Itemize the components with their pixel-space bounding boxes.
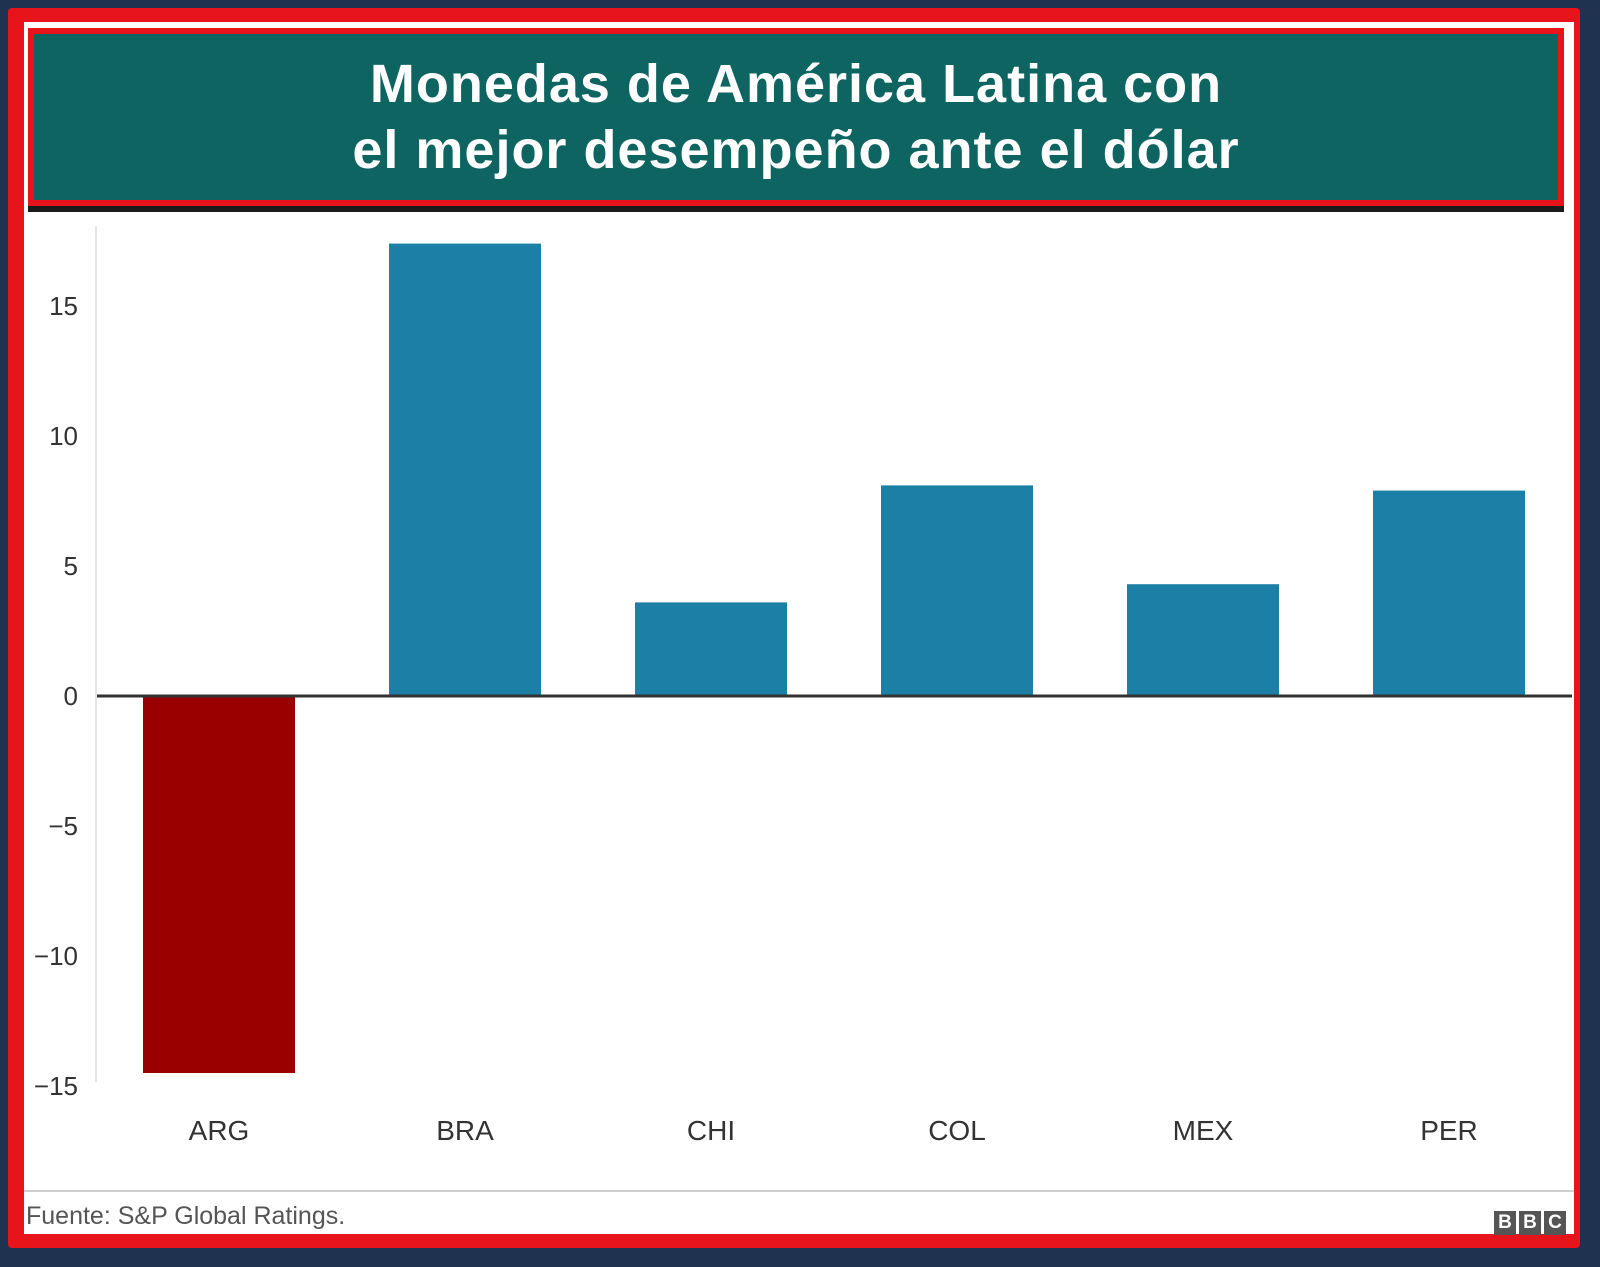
x-tick-label: CHI: [687, 1115, 735, 1146]
x-tick-label: COL: [928, 1115, 986, 1146]
title-line-1: Monedas de América Latina con: [369, 54, 1223, 114]
bar-per: [1373, 490, 1525, 696]
x-tick-label: PER: [1420, 1115, 1478, 1146]
x-axis-labels: ARG BRA CHI COL MEX PER: [189, 1115, 1478, 1146]
source-note: Fuente: S&P Global Ratings.: [26, 1202, 346, 1230]
bar-chi: [635, 602, 787, 696]
x-tick-label: BRA: [436, 1115, 494, 1146]
bar-bra: [389, 243, 541, 696]
logo-letter: B: [1519, 1211, 1541, 1235]
x-tick-label: MEX: [1173, 1115, 1234, 1146]
y-tick-label: −5: [48, 811, 78, 841]
title-banner: Monedas de América Latina con el mejor d…: [28, 28, 1564, 206]
bars: [143, 243, 1525, 1073]
y-tick-label: 10: [49, 421, 78, 451]
bar-arg: [143, 696, 295, 1073]
y-tick-label: 15: [49, 291, 78, 321]
bar-col: [881, 485, 1033, 696]
x-tick-label: ARG: [189, 1115, 250, 1146]
footer-divider: [24, 1190, 1574, 1192]
logo-letter: B: [1494, 1211, 1516, 1235]
y-tick-label: 5: [64, 551, 78, 581]
y-tick-label: −15: [34, 1071, 78, 1101]
bar-mex: [1127, 584, 1279, 696]
y-axis-ticks: 15 10 5 0 −5 −10 −15: [34, 291, 78, 1101]
title-line-2: el mejor desempeño ante el dólar: [352, 120, 1240, 180]
y-tick-label: −10: [34, 941, 78, 971]
chart-title: Monedas de América Latina con el mejor d…: [352, 51, 1239, 183]
y-tick-label: 0: [64, 681, 78, 711]
logo-letter: C: [1544, 1211, 1566, 1235]
bbc-logo: B B C: [1494, 1211, 1566, 1235]
